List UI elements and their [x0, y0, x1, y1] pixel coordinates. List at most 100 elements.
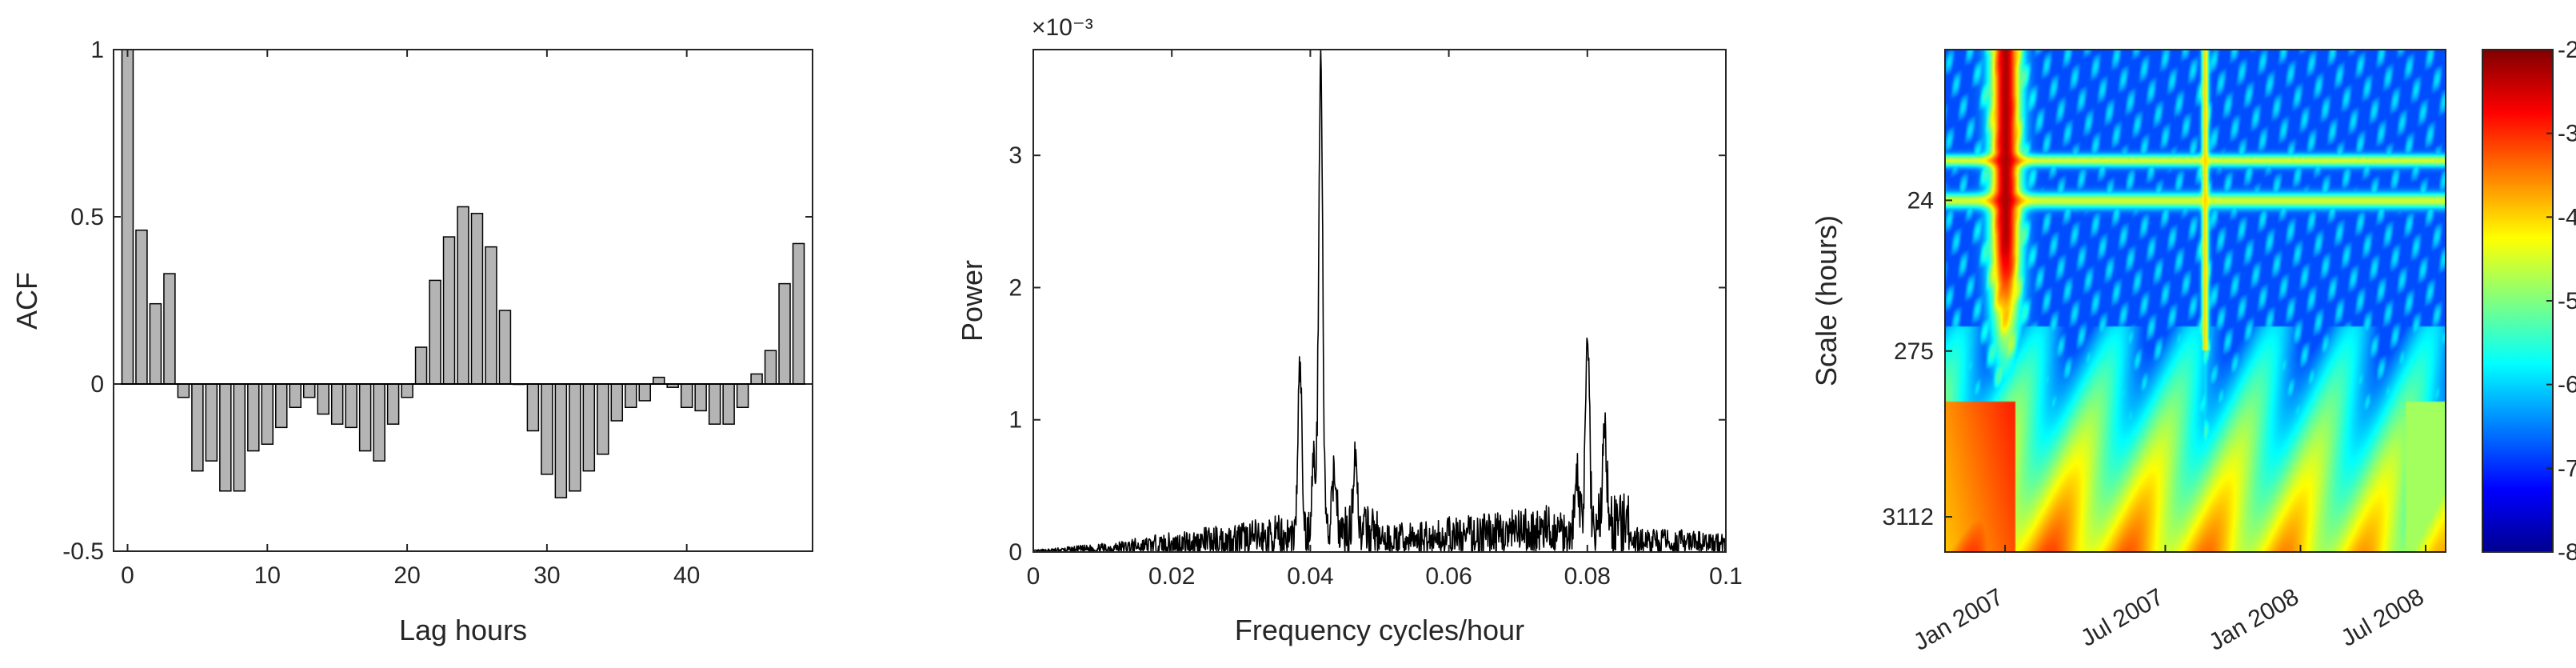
spectrum-y-tick-label: 2 [1008, 274, 1022, 301]
colorbar-tick-label: -5 [2558, 288, 2576, 314]
acf-y-tick-label: 0 [90, 371, 104, 398]
acf-ylabel: ACF [10, 272, 43, 330]
acf-bar [247, 383, 260, 452]
acf-bar [470, 213, 484, 385]
acf-y-tick-label: 0.5 [70, 204, 104, 230]
wavelet-x-tick-label: Jan 2007 [1909, 583, 2007, 655]
acf-bar [135, 229, 148, 385]
colorbar-tick-label: -2 [2558, 37, 2576, 63]
wavelet-axes-box [1944, 49, 2446, 553]
acf-bar [149, 302, 162, 385]
acf-y-tick-label: -0.5 [62, 538, 104, 565]
acf-bar [302, 383, 316, 398]
acf-xlabel: Lag hours [399, 614, 527, 646]
acf-bar [414, 346, 428, 385]
acf-bar [708, 383, 721, 425]
spectrum-x-tick-label: 0.04 [1287, 563, 1333, 590]
acf-bar [442, 236, 456, 385]
acf-bar [610, 383, 624, 422]
wavelet-y-ticks: 24 275 3112 [1882, 187, 1952, 530]
acf-bar [177, 383, 190, 398]
spectrum-exponent: ×10⁻³ [1032, 14, 1093, 41]
spectrum-y-tick-label: 1 [1008, 407, 1022, 434]
acf-bar [541, 383, 553, 475]
acf-bar [764, 350, 777, 385]
acf-bar [330, 383, 344, 425]
colorbar-ticks: -2 -3 -4 -5 -6 -7 -8 [2546, 37, 2576, 566]
spectrum-xlabel: Frequency cycles/hour [1235, 614, 1524, 646]
wavelet-y-tick-label: 275 [1894, 338, 1934, 365]
wavelet-x-tick-label: Jul 2007 [2076, 583, 2168, 651]
acf-bar [275, 383, 288, 429]
acf-bar [457, 206, 469, 385]
acf-x-tick-label: 20 [393, 562, 420, 589]
spectrum-panel: 0 1 2 3 0 0.02 0.04 0.06 0.08 0.1 ×10⁻³ Frequenc… [956, 14, 1743, 646]
acf-bar [163, 273, 176, 385]
spectrum-y-ticks: 0 1 2 3 [1008, 142, 1726, 566]
wavelet-x-tick-label: Jan 2008 [2205, 583, 2303, 655]
wavelet-y-tick-label: 3112 [1882, 504, 1934, 530]
acf-bar [191, 383, 204, 472]
colorbar-tick-label: -8 [2558, 539, 2576, 566]
acf-bar [792, 242, 805, 385]
acf-x-ticks: 0 10 20 30 40 [121, 50, 700, 589]
wavelet-y-tick-label: 24 [1907, 187, 1934, 214]
acf-bar [736, 383, 749, 409]
acf-bar [289, 383, 302, 409]
spectrum-x-tick-label: 0.06 [1425, 563, 1472, 590]
acf-bar [261, 383, 274, 445]
colorbar-tick-label: -6 [2558, 372, 2576, 398]
acf-bar [750, 373, 763, 385]
acf-bar [386, 383, 400, 425]
acf-x-tick-label: 40 [673, 562, 700, 589]
colorbar-tick-label: -4 [2558, 204, 2576, 230]
acf-bar [680, 383, 693, 409]
acf-y-tick-label: 1 [90, 37, 104, 63]
acf-bar [694, 383, 707, 412]
spectrum-y-tick-label: 3 [1008, 142, 1022, 169]
acf-x-tick-label: 30 [533, 562, 560, 589]
acf-x-tick-label: 0 [121, 562, 134, 589]
acf-bar [373, 383, 385, 462]
colorbar-tick-label: -7 [2558, 455, 2576, 482]
acf-bar [219, 383, 232, 492]
spectrum-x-tick-label: 0.02 [1148, 563, 1195, 590]
colorbar-tick-label: -3 [2558, 121, 2576, 147]
acf-bar [205, 383, 218, 462]
acf-bar [401, 383, 413, 398]
acf-bar [569, 383, 581, 492]
acf-bar [317, 383, 329, 415]
spectrum-line [1033, 50, 1726, 552]
acf-bar [638, 383, 651, 402]
spectrum-ylabel: Power [956, 260, 988, 342]
acf-bar [582, 383, 596, 472]
spectrum-x-tick-label: 0.08 [1564, 563, 1611, 590]
acf-bar [778, 282, 791, 385]
acf-bar [233, 383, 246, 492]
acf-bars [121, 49, 805, 498]
acf-bar [358, 383, 372, 452]
acf-bar [597, 383, 609, 455]
spectrum-y-tick-label: 0 [1008, 539, 1022, 566]
wavelet-heatmap [1945, 50, 2446, 552]
acf-bar [554, 383, 568, 498]
acf-y-ticks: -0.5 0 0.5 1 [62, 37, 813, 565]
acf-bar [625, 383, 637, 409]
acf-bar [722, 383, 735, 425]
spectrum-axes-box [1032, 49, 1727, 553]
acf-bar [526, 383, 540, 432]
spectrum-x-tick-label: 0 [1027, 563, 1040, 590]
spectrum-x-ticks: 0 0.02 0.04 0.06 0.08 0.1 [1027, 50, 1743, 590]
acf-bar [121, 49, 134, 385]
acf-axes-box [113, 49, 813, 552]
acf-bar [652, 376, 665, 385]
acf-panel: -0.5 0 0.5 1 0 10 20 30 40 Lag hours ACF [10, 37, 813, 646]
wavelet-ylabel: Scale (hours) [1810, 215, 1843, 386]
spectrum-x-tick-label: 0.1 [1709, 563, 1743, 590]
acf-bar [429, 279, 441, 385]
colorbar [2482, 49, 2554, 553]
acf-x-tick-label: 10 [254, 562, 281, 589]
wavelet-x-ticks: Jan 2007 Jul 2007 Jan 2008 Jul 2008 [1909, 545, 2428, 656]
acf-bar [485, 246, 497, 385]
